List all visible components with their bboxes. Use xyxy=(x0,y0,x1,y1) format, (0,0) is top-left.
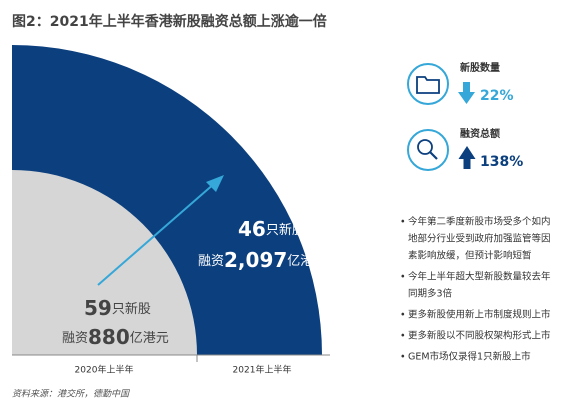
search-icon xyxy=(417,139,433,155)
bullet-text: 地部分行业受到政府加强监管等因 xyxy=(408,233,551,245)
bullet-list: • 今年第二季度新股市场受多个如内地部分行业受到政府加强监管等因素影响放缓，但预计… xyxy=(400,216,551,363)
bullet-dot: • xyxy=(400,331,406,342)
unit: 亿港元 xyxy=(130,331,169,346)
arrow-line xyxy=(97,182,216,286)
bullet-text: 同期多3倍 xyxy=(408,288,453,300)
kpi-change: 138% xyxy=(480,154,523,170)
bullet-dot: • xyxy=(400,310,406,321)
bullet-text: 更多新股使用新上市制度规则上市 xyxy=(408,309,551,321)
unit: 只新股 xyxy=(112,301,151,317)
icon-circle xyxy=(407,63,449,105)
down-arrow xyxy=(458,82,475,104)
kpi-label: 新股数量 xyxy=(460,61,500,74)
small-quarter xyxy=(12,170,197,355)
bullet-dot: • xyxy=(400,217,406,228)
bullet-dot: • xyxy=(400,272,406,283)
count: 46 xyxy=(238,217,266,241)
count: 59 xyxy=(84,296,112,320)
bullet-text: GEM市场仅录得1只新股上市 xyxy=(408,351,531,363)
big-count: 46只新股 xyxy=(238,217,305,241)
arrow-head xyxy=(206,175,224,192)
icon-circle xyxy=(407,129,449,171)
unit: 只新股 xyxy=(266,222,305,238)
fund: 880 xyxy=(88,325,130,349)
folder-icon xyxy=(416,76,440,94)
bullet-text: 今年上半年超大型新股数量较去年 xyxy=(408,271,551,283)
source: 资料来源：港交所，德勤中国 xyxy=(12,389,131,400)
big-fund: 融资2,097亿港元 xyxy=(198,248,326,272)
small-fund: 融资880亿港元 xyxy=(62,325,169,349)
search-handle xyxy=(429,151,438,160)
kpi-change: 22% xyxy=(480,88,514,104)
small-count: 59只新股 xyxy=(84,296,151,320)
unit: 亿港元 xyxy=(287,254,326,269)
up-arrow xyxy=(458,146,476,169)
bullet-text: 更多新股以不同股权架构形式上市 xyxy=(408,330,551,342)
fund: 2,097 xyxy=(224,248,287,272)
period-label: 2020年上半年 xyxy=(75,364,134,376)
bullet-dot: • xyxy=(400,352,406,363)
prefix: 融资 xyxy=(62,331,88,346)
bullet-text: 今年第二季度新股市场受多个如内 xyxy=(408,216,551,228)
period-label: 2021年上半年 xyxy=(233,364,292,376)
prefix: 融资 xyxy=(198,254,224,269)
title: 图2：2021年上半年香港新股融资总额上涨逾一倍 xyxy=(12,13,327,30)
kpi-label: 融资总额 xyxy=(460,127,500,140)
bullet-text: 素影响放缓，但预计影响短暂 xyxy=(408,250,532,262)
